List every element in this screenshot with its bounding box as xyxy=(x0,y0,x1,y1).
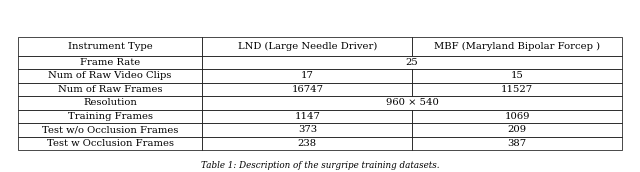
Bar xyxy=(18,56,202,69)
Bar xyxy=(412,123,622,137)
Bar xyxy=(412,110,622,123)
Text: 387: 387 xyxy=(508,139,527,148)
Text: LND (Large Needle Driver): LND (Large Needle Driver) xyxy=(237,42,377,51)
Text: Num of Raw Frames: Num of Raw Frames xyxy=(58,85,163,94)
Bar xyxy=(412,83,622,96)
Text: 15: 15 xyxy=(511,71,524,80)
Text: 16747: 16747 xyxy=(291,85,323,94)
Bar xyxy=(412,69,622,83)
Bar xyxy=(202,69,412,83)
Text: 373: 373 xyxy=(298,125,317,134)
Text: 25: 25 xyxy=(406,58,419,67)
Text: Instrument Type: Instrument Type xyxy=(68,42,152,51)
Text: Test w Occlusion Frames: Test w Occlusion Frames xyxy=(47,139,173,148)
Bar xyxy=(202,96,622,110)
Text: Num of Raw Video Clips: Num of Raw Video Clips xyxy=(49,71,172,80)
Bar xyxy=(18,83,202,96)
Text: Resolution: Resolution xyxy=(83,98,137,107)
Bar xyxy=(18,96,202,110)
Bar xyxy=(18,123,202,137)
Bar xyxy=(202,37,412,56)
Bar xyxy=(18,137,202,150)
Text: 238: 238 xyxy=(298,139,317,148)
Bar xyxy=(412,137,622,150)
Bar xyxy=(202,56,622,69)
Text: 17: 17 xyxy=(301,71,314,80)
Text: Test w/o Occlusion Frames: Test w/o Occlusion Frames xyxy=(42,125,179,134)
Bar xyxy=(18,69,202,83)
Text: 11527: 11527 xyxy=(501,85,533,94)
Bar xyxy=(18,110,202,123)
Text: 209: 209 xyxy=(508,125,527,134)
Text: Table 1: Description of the surgripe training datasets.: Table 1: Description of the surgripe tra… xyxy=(201,160,439,169)
Bar xyxy=(202,137,412,150)
Bar xyxy=(202,123,412,137)
Bar xyxy=(202,83,412,96)
Text: 1147: 1147 xyxy=(294,112,320,121)
Text: 1069: 1069 xyxy=(504,112,530,121)
Bar xyxy=(202,110,412,123)
Text: Frame Rate: Frame Rate xyxy=(80,58,140,67)
Text: Training Frames: Training Frames xyxy=(68,112,152,121)
Bar xyxy=(412,37,622,56)
Text: MBF (Maryland Bipolar Forcep ): MBF (Maryland Bipolar Forcep ) xyxy=(434,42,600,51)
Bar xyxy=(18,37,202,56)
Text: 960 × 540: 960 × 540 xyxy=(386,98,438,107)
